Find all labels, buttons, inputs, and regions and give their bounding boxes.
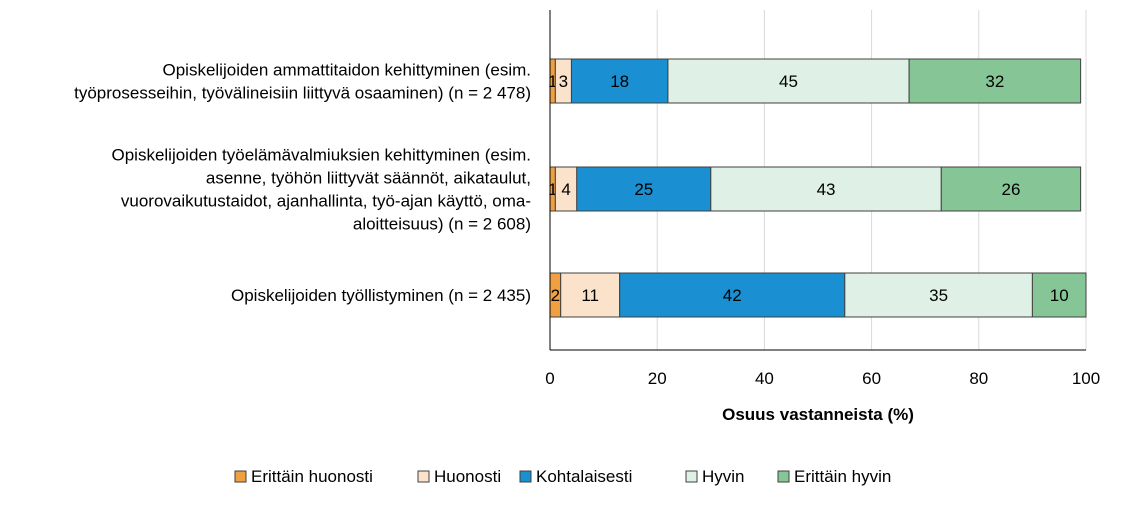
x-tick-label: 20 [648,369,667,388]
legend-swatch [777,470,790,483]
data-label: 18 [610,72,629,91]
legend-item: Huonosti [417,467,501,486]
legend-label: Huonosti [434,467,501,486]
bar-segment [710,166,942,212]
x-tick-label: 0 [545,369,554,388]
data-label: 11 [581,286,599,305]
x-tick-label: 100 [1072,369,1100,388]
bar-segment [940,166,1082,212]
legend: Erittäin huonosti Huonosti Kohtalaisesti Hy… [234,467,891,486]
data-label: 10 [1050,286,1069,305]
data-label: 43 [817,180,836,199]
legend-item: Erittäin hyvin [777,467,891,486]
legend-swatch [234,470,247,483]
data-label: 26 [1001,180,1020,199]
legend-swatch [519,470,532,483]
bar-segment [844,272,1033,318]
legend-item: Kohtalaisesti [519,467,632,486]
data-label: 35 [929,286,948,305]
data-label: 1 [548,180,557,199]
bar-segment [560,272,621,318]
legend-label: Hyvin [702,467,745,486]
bar-segment [576,166,712,212]
x-tick-label: 40 [755,369,774,388]
data-label: 3 [559,72,568,91]
bar-segment [1031,272,1087,318]
legend-swatch [417,470,430,483]
category-label: Opiskelijoiden työelämävalmiuksien kehit… [111,146,531,234]
legend-item: Erittäin huonosti [234,467,373,486]
data-label: 1 [548,72,557,91]
bar-segment [667,58,910,104]
data-label: 45 [779,72,798,91]
x-axis-title: Osuus vastanneista (%) [722,405,914,424]
legend-swatch [685,470,698,483]
legend-label: Erittäin huonosti [251,467,373,486]
x-tick-label: 60 [862,369,881,388]
legend-label: Kohtalaisesti [536,467,632,486]
category-labels: Opiskelijoiden ammattitaidon kehittymine… [74,61,531,306]
legend-label: Erittäin hyvin [794,467,891,486]
category-label: Opiskelijoiden ammattitaidon kehittymine… [74,61,531,103]
data-label: 2 [551,286,560,305]
data-label: 42 [723,286,742,305]
bar-segment [908,58,1082,104]
data-label: 32 [985,72,1004,91]
legend-item: Hyvin [685,467,745,486]
data-label: 25 [634,180,653,199]
data-label: 4 [561,180,570,199]
bars: 1 3 18 45 321 4 25 43 262 11 42 35 10 [548,58,1087,318]
category-label: Opiskelijoiden työllistyminen (n = 2 435… [231,286,531,305]
x-tick-label: 80 [969,369,988,388]
axes: 0 20 40 60 80 100 [545,10,1100,388]
